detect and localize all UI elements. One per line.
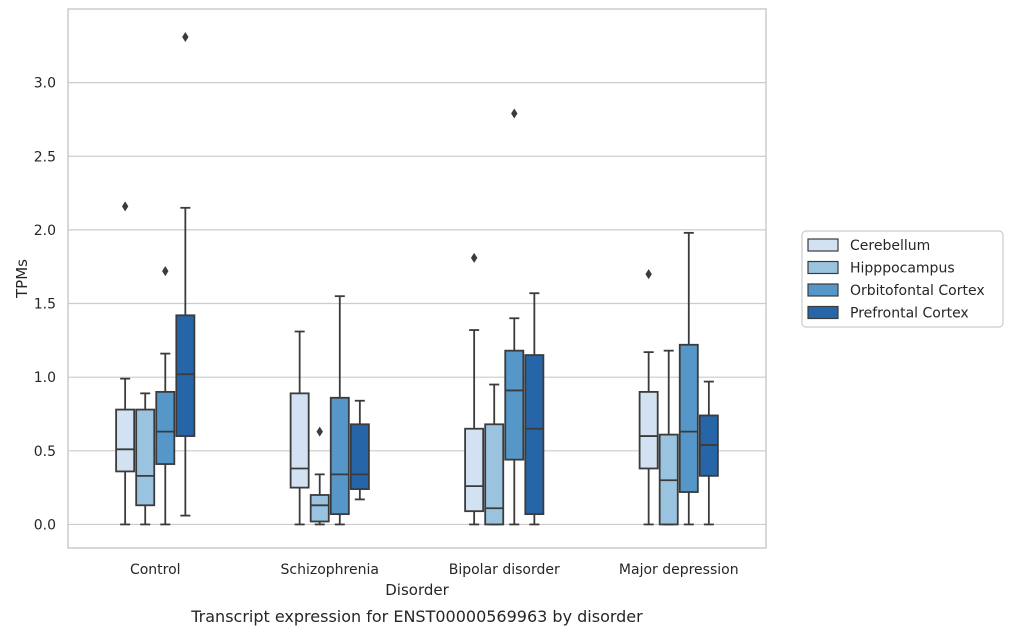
legend-swatch	[807, 305, 839, 320]
legend-swatch	[807, 260, 839, 275]
box-orbitofontal-cortex-bipolar-disorder	[504, 108, 525, 526]
legend-label: Cerebellum	[850, 238, 930, 254]
box-plots	[115, 31, 719, 526]
y-tick-label: 0.5	[34, 444, 56, 460]
box-cerebellum-control	[115, 201, 136, 526]
legend-label: Hipppocampus	[850, 261, 955, 277]
box-iqr	[155, 390, 176, 465]
plot-frame	[67, 8, 767, 549]
box-iqr	[484, 423, 505, 526]
box-iqr	[289, 392, 310, 489]
y-tick-label: 1.5	[34, 297, 56, 313]
box-cerebellum-schizophrenia	[289, 330, 310, 526]
x-tick-label: Bipolar disorder	[449, 562, 560, 578]
box-orbitofontal-cortex-major-depression	[678, 231, 699, 526]
box-hipppocampus-schizophrenia	[309, 426, 330, 526]
box-hipppocampus-control	[135, 392, 156, 526]
box-cerebellum-major-depression	[638, 269, 659, 526]
y-tick-labels: 0.0 0.5 1.0 1.5 2.0 2.5 3.0	[34, 76, 56, 534]
outlier-marker	[162, 266, 169, 277]
legend-box	[801, 230, 1004, 328]
y-tick-label: 0.0	[34, 517, 56, 533]
box-iqr	[329, 396, 350, 516]
box-iqr	[115, 408, 136, 473]
outlier-marker	[121, 201, 129, 212]
box-iqr	[504, 349, 525, 461]
box-orbitofontal-cortex-schizophrenia	[329, 295, 350, 526]
box-iqr	[524, 354, 545, 516]
x-tick-label: Schizophrenia	[281, 562, 379, 578]
box-hipppocampus-bipolar-disorder	[484, 383, 505, 526]
outlier-marker	[470, 252, 478, 263]
box-orbitofontal-cortex-control	[155, 266, 176, 526]
box-prefrontal-cortex-major-depression	[698, 380, 719, 526]
y-tick-label: 3.0	[34, 76, 56, 92]
legend: Cerebellum Hipppocampus Orbitofontal Corte…	[801, 230, 1004, 328]
box-iqr	[349, 423, 370, 490]
x-tick-label: Major depression	[619, 562, 739, 578]
box-iqr	[309, 494, 330, 523]
box-prefrontal-cortex-control	[175, 31, 196, 517]
legend-label: Orbitofontal Cortex	[850, 283, 985, 299]
outlier-marker	[182, 31, 189, 42]
x-tick-label: Control	[130, 562, 181, 578]
y-tick-label: 2.0	[34, 223, 56, 239]
legend-swatch	[807, 283, 839, 297]
x-tick-labels: Control Schizophrenia Bipolar disorder Majo…	[130, 562, 739, 578]
outlier-marker	[316, 426, 323, 437]
y-tick-label: 2.5	[34, 149, 56, 165]
box-iqr	[135, 408, 156, 507]
outlier-marker	[511, 108, 518, 119]
y-axis-label: TPMs	[13, 259, 31, 299]
chart-caption: Transcript expression for ENST0000056996…	[190, 607, 643, 626]
box-prefrontal-cortex-bipolar-disorder	[524, 292, 545, 526]
legend-label: Prefrontal Cortex	[850, 306, 969, 322]
box-iqr	[175, 314, 196, 437]
box-hipppocampus-major-depression	[658, 349, 679, 526]
legend-swatch	[807, 238, 839, 252]
x-axis-label: Disorder	[385, 581, 449, 599]
outlier-marker	[645, 269, 652, 280]
box-iqr	[638, 390, 659, 470]
box-cerebellum-bipolar-disorder	[464, 252, 485, 526]
y-tick-label: 1.0	[34, 370, 56, 386]
box-iqr	[464, 427, 485, 513]
box-prefrontal-cortex-schizophrenia	[349, 399, 370, 501]
box-iqr	[678, 343, 699, 493]
